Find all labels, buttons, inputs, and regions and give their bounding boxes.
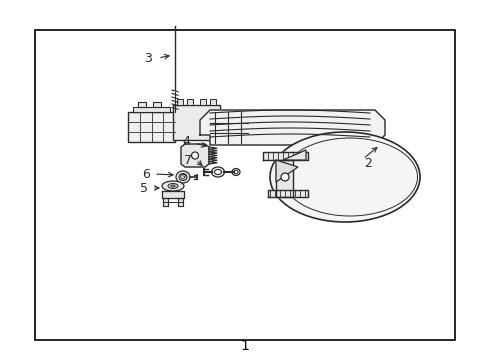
FancyBboxPatch shape: [128, 112, 175, 142]
Text: 4: 4: [182, 135, 190, 148]
Polygon shape: [181, 144, 208, 167]
Text: 1: 1: [240, 339, 249, 353]
Ellipse shape: [231, 168, 240, 176]
Polygon shape: [162, 191, 183, 198]
Polygon shape: [263, 152, 307, 160]
Polygon shape: [200, 110, 384, 145]
Bar: [133, 107, 170, 112]
Polygon shape: [178, 198, 183, 206]
Ellipse shape: [214, 170, 221, 175]
Ellipse shape: [269, 132, 419, 222]
Text: 3: 3: [144, 51, 152, 64]
Ellipse shape: [191, 152, 198, 159]
Ellipse shape: [211, 167, 224, 177]
Polygon shape: [267, 190, 307, 197]
Ellipse shape: [234, 170, 238, 174]
Polygon shape: [283, 150, 305, 160]
Bar: [173, 105, 220, 140]
Text: 5: 5: [140, 181, 148, 194]
Bar: [200, 99, 205, 105]
Bar: [153, 102, 161, 107]
Text: 6: 6: [142, 167, 150, 180]
Ellipse shape: [179, 174, 186, 180]
Text: 7: 7: [183, 153, 192, 166]
Text: 2: 2: [364, 157, 371, 170]
Bar: [209, 99, 216, 105]
Ellipse shape: [281, 173, 288, 181]
Ellipse shape: [176, 171, 190, 183]
Bar: [138, 102, 146, 107]
Ellipse shape: [162, 181, 183, 191]
Ellipse shape: [168, 184, 178, 189]
Polygon shape: [163, 198, 168, 206]
Bar: [35, 30, 454, 340]
Bar: [186, 99, 193, 105]
Polygon shape: [275, 160, 292, 197]
Polygon shape: [275, 160, 297, 182]
Ellipse shape: [171, 185, 175, 187]
Bar: [177, 99, 183, 105]
